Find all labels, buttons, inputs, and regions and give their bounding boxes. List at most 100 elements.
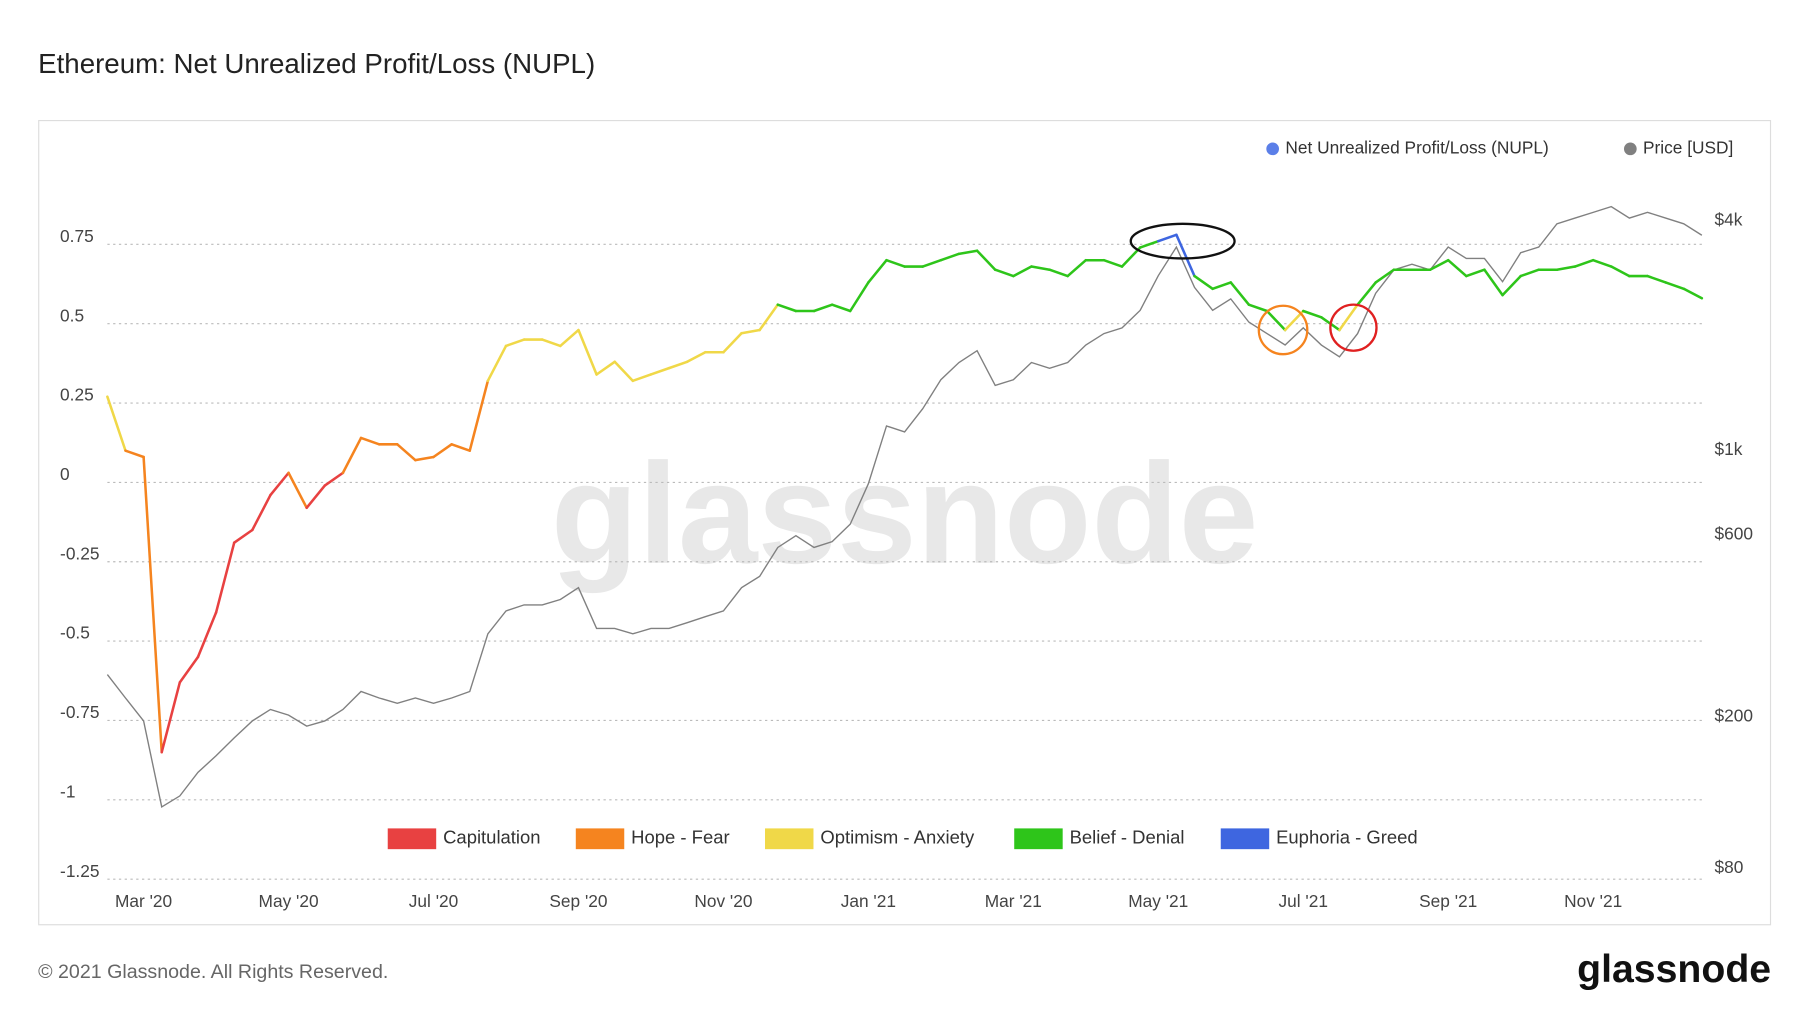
nupl-segment — [323, 471, 345, 487]
nupl-segment — [993, 268, 1015, 278]
annotation-ellipse — [1129, 222, 1236, 260]
nupl-segment — [1664, 281, 1686, 291]
annotation-circle — [1329, 303, 1378, 352]
zone-legend-label: Hope - Fear — [631, 827, 729, 848]
x-tick-label: Sep '20 — [549, 891, 607, 911]
nupl-segment — [685, 350, 707, 364]
nupl-segment — [178, 655, 200, 684]
nupl-segment — [830, 303, 852, 313]
x-tick-label: Jul '21 — [1279, 891, 1328, 911]
nupl-segment — [1102, 258, 1124, 268]
nupl-segment — [1338, 303, 1359, 332]
logo: glassnode — [1577, 947, 1771, 991]
nupl-segment — [957, 249, 979, 256]
nupl-segment — [649, 366, 671, 376]
nupl-segment — [432, 443, 453, 459]
nupl-segment — [740, 328, 761, 335]
y-tick-label: 0.5 — [60, 305, 84, 325]
zone-legend-swatch — [765, 828, 814, 850]
nupl-segment — [414, 455, 435, 462]
x-tick-label: Nov '20 — [694, 891, 752, 911]
nupl-segment — [975, 249, 997, 272]
nupl-segment — [232, 528, 254, 544]
x-tick-label: Jan '21 — [841, 891, 896, 911]
nupl-segment — [1157, 233, 1178, 243]
nupl-segment — [1374, 268, 1396, 284]
nupl-segment — [921, 258, 943, 268]
nupl-segment — [758, 303, 780, 332]
y2-tick-label: $1k — [1715, 439, 1743, 459]
nupl-segment — [812, 303, 834, 313]
panel — [38, 119, 1772, 926]
nupl-segment — [1012, 265, 1033, 278]
zone-legend-swatch — [387, 828, 437, 850]
zone-legend-swatch — [575, 828, 625, 850]
nupl-segment — [486, 344, 508, 383]
nupl-segment — [613, 360, 635, 383]
nupl-segment — [559, 328, 580, 348]
x-tick-label: Jul '20 — [409, 891, 458, 911]
nupl-segment — [1193, 274, 1214, 291]
watermark: glassnode — [551, 434, 1258, 594]
nupl-segment — [631, 373, 653, 383]
nupl-segment — [776, 303, 798, 313]
nupl-segment — [1247, 303, 1269, 313]
zone-legend-swatch — [1014, 828, 1063, 850]
y-tick-label: -0.75 — [60, 702, 99, 722]
nupl-segment — [1609, 265, 1631, 278]
nupl-segment — [540, 338, 562, 348]
plot-area: 0.75 0.5 0.25 0 -0.25 -0.5 -0.75 -1 -1.25 $4k $1k $… — [60, 137, 1753, 910]
nupl-segment — [885, 258, 906, 268]
zone-legend-label: Belief - Denial — [1070, 827, 1185, 848]
nupl-segment — [450, 443, 472, 452]
nupl-segment — [1066, 258, 1088, 278]
annotation-circle — [1257, 304, 1309, 356]
nupl-segment — [867, 258, 888, 284]
nupl-segment — [722, 331, 743, 354]
nupl-segment — [341, 436, 363, 475]
zone-legend-label: Capitulation — [443, 827, 540, 848]
nupl-segment — [106, 395, 127, 452]
y-tick-label: -1 — [60, 781, 75, 801]
nupl-segment — [1229, 281, 1251, 306]
legend-label: Price [USD] — [1643, 137, 1733, 157]
y-tick-label: 0.25 — [60, 385, 94, 405]
y2-tick-label: $4k — [1715, 209, 1743, 229]
y-tick-label: -0.5 — [60, 623, 90, 643]
footer: © 2021 Glassnode. All Rights Reserved. — [38, 961, 388, 983]
zone-legend-label: Euphoria - Greed — [1276, 827, 1418, 848]
nupl-segment — [1646, 274, 1667, 284]
y2-tick-label: $600 — [1715, 523, 1753, 543]
x-tick-label: Mar '21 — [985, 891, 1042, 911]
nupl-segment — [142, 455, 163, 754]
y-tick-label: -1.25 — [60, 861, 99, 881]
nupl-segment — [468, 379, 490, 452]
nupl-segment — [1591, 258, 1613, 268]
nupl-segment — [577, 328, 598, 376]
nupl-segment — [160, 681, 182, 754]
x-tick-label: Sep '21 — [1419, 891, 1477, 911]
y-tick-label: 0.75 — [60, 226, 94, 246]
legend-marker — [1623, 142, 1637, 156]
nupl-segment — [1519, 268, 1541, 278]
nupl-segment — [269, 471, 290, 497]
nupl-segment — [1356, 281, 1377, 306]
zone-legend-label: Optimism - Anxiety — [820, 827, 975, 848]
nupl-segment — [1030, 265, 1051, 272]
nupl-segment — [504, 338, 526, 348]
legend-label: Net Unrealized Profit/Loss (NUPL) — [1285, 137, 1548, 157]
legend-marker — [1266, 142, 1280, 156]
nupl-segment — [848, 281, 870, 313]
zone-legend-swatch — [1220, 828, 1270, 850]
nupl-segment — [124, 449, 145, 459]
nupl-segment — [214, 541, 236, 614]
nupl-segment — [396, 443, 417, 462]
nupl-segment — [1682, 287, 1704, 300]
nupl-segment — [1555, 265, 1577, 272]
nupl-segment — [1265, 309, 1287, 332]
y-tick-label: 0 — [60, 464, 70, 484]
nupl-segment — [1138, 239, 1160, 249]
nupl-segment — [196, 611, 218, 659]
x-tick-label: May '21 — [1128, 891, 1188, 911]
